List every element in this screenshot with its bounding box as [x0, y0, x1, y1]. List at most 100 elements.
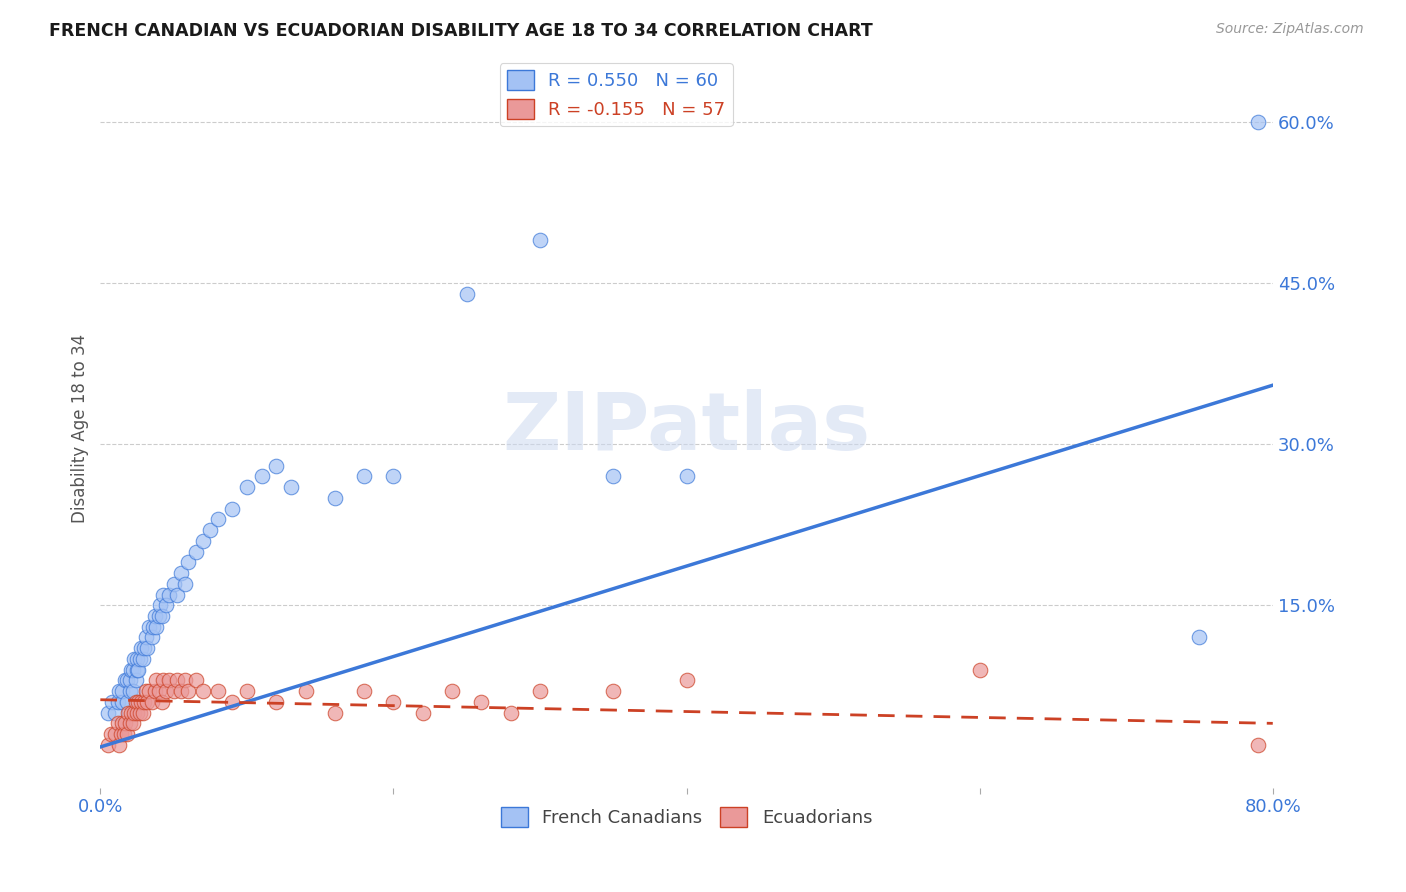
Point: [191, 684, 214, 698]
Legend: French Canadians, Ecuadorians: French Canadians, Ecuadorians: [494, 800, 880, 835]
Point: [111, 716, 134, 731]
Point: [125, 706, 148, 720]
Point: [136, 641, 159, 656]
Point: [200, 523, 222, 537]
Point: [382, 469, 405, 483]
Point: [170, 566, 193, 580]
Point: [152, 588, 174, 602]
Point: [150, 695, 173, 709]
Point: [155, 599, 177, 613]
Point: [121, 716, 143, 731]
Point: [174, 576, 197, 591]
Point: [134, 695, 156, 709]
Point: [353, 469, 375, 483]
Point: [97, 738, 120, 752]
Point: [141, 631, 163, 645]
Point: [141, 695, 163, 709]
Point: [280, 480, 302, 494]
Point: [264, 695, 287, 709]
Point: [499, 706, 522, 720]
Point: [145, 673, 167, 688]
Point: [121, 663, 143, 677]
Point: [602, 469, 624, 483]
Point: [1247, 738, 1270, 752]
Point: [602, 684, 624, 698]
Point: [104, 727, 127, 741]
Point: [134, 641, 156, 656]
Point: [191, 533, 214, 548]
Point: [323, 491, 346, 505]
Point: [129, 706, 152, 720]
Point: [100, 727, 122, 741]
Point: [115, 727, 138, 741]
Point: [107, 695, 129, 709]
Point: [143, 609, 166, 624]
Point: [118, 684, 141, 698]
Point: [97, 706, 120, 720]
Point: [675, 469, 697, 483]
Point: [221, 501, 243, 516]
Point: [118, 673, 141, 688]
Point: [184, 544, 207, 558]
Point: [101, 695, 124, 709]
Point: [170, 684, 193, 698]
Point: [177, 555, 200, 569]
Point: [155, 684, 177, 698]
Point: [108, 738, 131, 752]
Point: [127, 695, 149, 709]
Point: [132, 706, 155, 720]
Point: [117, 706, 139, 720]
Point: [166, 673, 188, 688]
Text: ZIPatlas: ZIPatlas: [502, 389, 870, 467]
Point: [122, 706, 145, 720]
Point: [441, 684, 464, 698]
Point: [148, 609, 170, 624]
Point: [162, 684, 184, 698]
Point: [104, 706, 127, 720]
Point: [132, 652, 155, 666]
Point: [323, 706, 346, 720]
Point: [120, 663, 142, 677]
Point: [131, 641, 153, 656]
Point: [177, 684, 200, 698]
Point: [108, 684, 131, 698]
Point: [118, 716, 141, 731]
Point: [150, 609, 173, 624]
Point: [121, 684, 143, 698]
Point: [157, 588, 180, 602]
Point: [250, 469, 273, 483]
Point: [129, 652, 152, 666]
Point: [162, 576, 184, 591]
Point: [127, 663, 149, 677]
Y-axis label: Disability Age 18 to 34: Disability Age 18 to 34: [72, 334, 89, 523]
Point: [236, 684, 259, 698]
Point: [353, 684, 375, 698]
Point: [456, 287, 478, 301]
Point: [124, 673, 146, 688]
Point: [157, 673, 180, 688]
Point: [174, 673, 197, 688]
Point: [125, 663, 148, 677]
Text: FRENCH CANADIAN VS ECUADORIAN DISABILITY AGE 18 TO 34 CORRELATION CHART: FRENCH CANADIAN VS ECUADORIAN DISABILITY…: [49, 22, 873, 40]
Point: [184, 673, 207, 688]
Point: [166, 588, 188, 602]
Point: [969, 663, 991, 677]
Point: [264, 458, 287, 473]
Point: [221, 695, 243, 709]
Point: [145, 620, 167, 634]
Point: [207, 512, 229, 526]
Point: [115, 673, 138, 688]
Point: [107, 716, 129, 731]
Point: [143, 684, 166, 698]
Point: [470, 695, 492, 709]
Point: [131, 695, 153, 709]
Point: [111, 695, 134, 709]
Point: [111, 684, 134, 698]
Point: [135, 631, 157, 645]
Point: [152, 673, 174, 688]
Point: [148, 684, 170, 698]
Point: [529, 233, 551, 247]
Point: [125, 652, 148, 666]
Point: [529, 684, 551, 698]
Point: [112, 727, 135, 741]
